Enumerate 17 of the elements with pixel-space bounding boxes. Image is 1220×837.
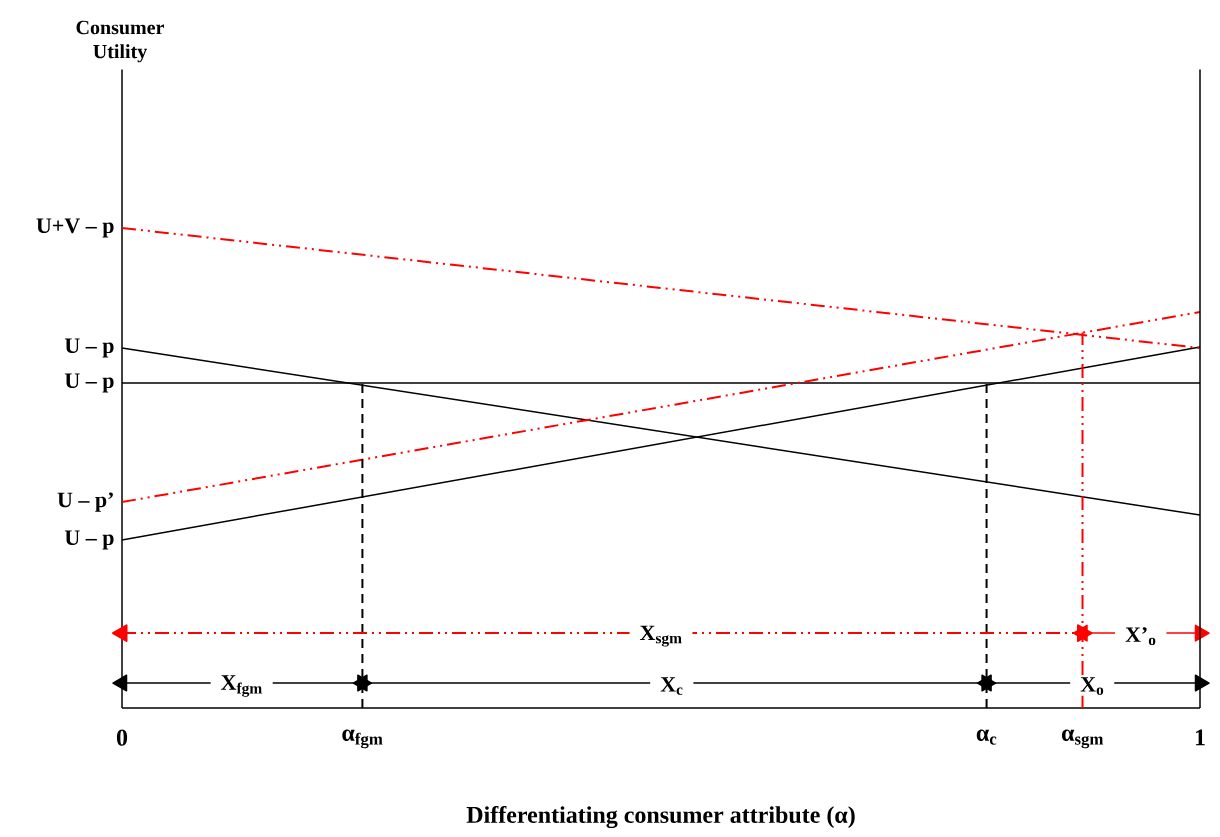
annotation: X$_{c}$ xyxy=(660,677,683,695)
annotation: U – p xyxy=(64,530,114,550)
x-axis-title: Differentiating consumer attribute (α) xyxy=(466,805,855,829)
annotation: X$_{fgm}$ xyxy=(221,675,262,697)
x-tick-label: α$_{fgm}$ xyxy=(342,729,383,749)
x-tick-label: α$_{c}$ xyxy=(976,729,997,745)
x-tick-label: α$_{sgm}$ xyxy=(1061,729,1104,749)
text: Consumer Utility xyxy=(76,20,165,63)
annotation: U – p xyxy=(64,338,114,358)
annotation: U – p xyxy=(64,373,114,393)
annotation: U+V – p xyxy=(36,218,114,238)
x-tick-label: 1 xyxy=(1195,729,1205,746)
x-tick-label: 0 xyxy=(116,729,128,746)
annotation: X$_{o}$ xyxy=(1080,677,1104,695)
annotation: U – p’ xyxy=(57,492,113,512)
annotation: X’$_{o}$ xyxy=(1125,627,1156,646)
annotation: X$_{sgm}$ xyxy=(639,625,682,647)
